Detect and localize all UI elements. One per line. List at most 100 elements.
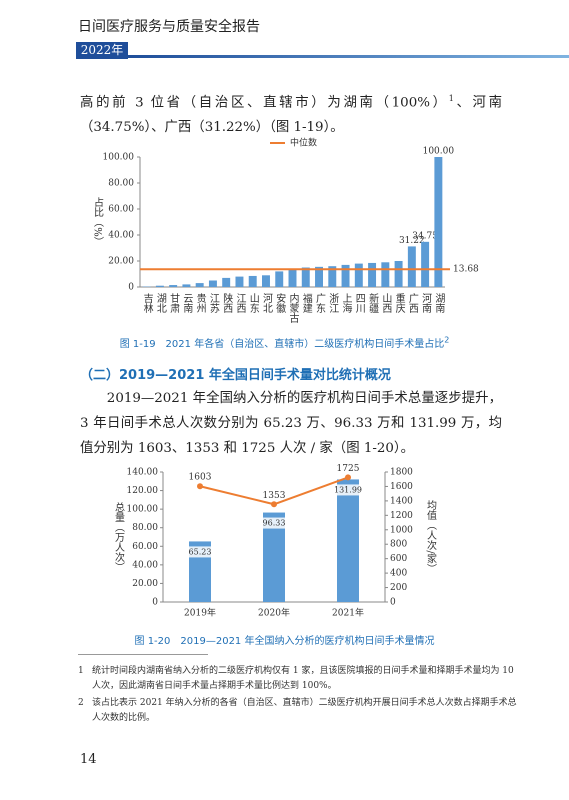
bar xyxy=(262,275,270,287)
bar xyxy=(208,280,217,287)
x-tick-label: 2020年 xyxy=(258,607,290,619)
bar xyxy=(337,479,359,602)
y2-axis-label: 均值（人次/家） xyxy=(425,500,437,574)
bar xyxy=(341,264,350,287)
x-tick-label: 2021年 xyxy=(332,607,364,619)
y-tick-label: 120.00 xyxy=(127,486,159,496)
value-label: 34.75 xyxy=(412,231,438,241)
x-tick-label: 江西 xyxy=(234,293,246,313)
value-label: 31.22 xyxy=(399,236,425,246)
header-year: 2022年 xyxy=(76,42,128,59)
y2-tick-label: 1400 xyxy=(390,496,413,506)
x-tick-label: 湖北 xyxy=(154,293,166,313)
x-tick-label: 山东 xyxy=(247,293,259,313)
y2-tick-label: 0 xyxy=(390,598,396,608)
x-tick-label: 湖南 xyxy=(433,293,445,313)
x-tick-label: 陕西 xyxy=(221,292,233,313)
footnote-rule xyxy=(78,654,208,655)
bar xyxy=(248,275,257,287)
footnote-number: 1 xyxy=(78,666,84,676)
bar xyxy=(381,262,390,287)
value-label: 96.33 xyxy=(263,519,286,528)
y-tick-label: 0 xyxy=(152,598,158,608)
bar xyxy=(182,284,191,287)
figure-caption: 图 1-19 2021 年各省（自治区、直辖市）二级医疗机构日间手术量占比2 xyxy=(0,335,569,350)
x-tick-label: 2019年 xyxy=(184,607,216,619)
x-tick-label: 重庆 xyxy=(393,292,405,314)
figure-caption: 图 1-20 2019—2021 年全国纳入分析的医疗机构日间手术量情况 xyxy=(134,636,435,647)
bar xyxy=(222,277,231,287)
bar xyxy=(155,285,164,287)
y-tick-label: 40.00 xyxy=(108,231,134,241)
x-tick-label: 四川 xyxy=(353,293,365,313)
y2-tick-label: 400 xyxy=(390,569,407,579)
chart: 0 20.00 40.00 60.00 80.00 100.00 占比（%） 吉林 湖北 甘肃 云南… xyxy=(92,137,480,324)
text: 、河南（34.75%）、广西（31.22%）（图 1-19）。 xyxy=(80,95,502,136)
y-tick-label: 100.00 xyxy=(103,153,135,163)
y-tick-label: 60.00 xyxy=(132,542,158,552)
x-tick-label: 河南 xyxy=(420,293,432,313)
bar xyxy=(288,268,297,287)
footnote: 1 统计时间段内湖南省纳入分析的二级医疗机构仅有 1 家，且该医院填报的日间手术量… xyxy=(78,664,522,694)
bar xyxy=(195,283,204,287)
value-label: 1353 xyxy=(263,491,286,501)
value-label: 1603 xyxy=(189,473,212,483)
value-label: 100.00 xyxy=(423,147,455,157)
x-tick-label: 广西 xyxy=(406,293,418,313)
y2-tick-label: 1000 xyxy=(390,525,413,535)
y-tick-label: 100.00 xyxy=(127,505,159,515)
y2-tick-label: 200 xyxy=(390,583,407,593)
x-tick-label: 新疆 xyxy=(367,292,379,314)
bar xyxy=(354,263,363,287)
line-point xyxy=(345,474,351,481)
y-tick-label: 80.00 xyxy=(132,523,158,533)
x-tick-label: 山西 xyxy=(380,293,392,313)
y-axis-label: 总量（万人次） xyxy=(113,501,125,572)
legend-label: 中位数 xyxy=(290,137,317,149)
line-point xyxy=(197,483,203,490)
value-label: 131.99 xyxy=(334,485,362,494)
text: 图 1-19 2021 年各省（自治区、直辖市）二级医疗机构日间手术量占比 xyxy=(119,339,445,350)
x-tick-label: 上海 xyxy=(340,293,352,314)
y-axis-label: 占比（%） xyxy=(92,196,104,247)
value-label: 65.23 xyxy=(189,547,212,556)
x-tick-label: 内蒙古 xyxy=(287,292,299,324)
value-label-bg xyxy=(335,484,361,496)
bar xyxy=(328,266,337,287)
x-tick-label: 河北 xyxy=(260,293,272,313)
header-title: 日间医疗服务与质量安全报告 xyxy=(78,19,260,35)
x-tick-label: 甘肃 xyxy=(168,292,180,314)
bar xyxy=(434,157,443,287)
x-tick-label: 安徽 xyxy=(274,292,286,314)
y2-tick-label: 1200 xyxy=(390,511,413,521)
y2-tick-label: 1600 xyxy=(390,482,413,492)
median-label: 13.68 xyxy=(453,265,479,275)
x-tick-label: 贵州 xyxy=(194,292,206,313)
chart: 0 20.00 40.00 60.00 80.00 100.00 120.00 140.00 0… xyxy=(113,464,437,619)
bar xyxy=(275,271,284,287)
line-point xyxy=(271,501,277,508)
footnote-number: 2 xyxy=(78,698,84,708)
y-tick-label: 40.00 xyxy=(132,560,158,570)
bar xyxy=(169,285,178,287)
bar xyxy=(263,512,285,602)
bar xyxy=(235,276,244,287)
y-tick-label: 80.00 xyxy=(108,179,134,189)
footnote-text: 统计时间段内湖南省纳入分析的二级医疗机构仅有 1 家，且该医院填报的日间手术量和… xyxy=(92,666,514,691)
footnote-text: 该占比表示 2021 年纳入分析的各省（自治区、直辖市）二级医疗机构开展日间手术… xyxy=(92,698,517,723)
x-tick-label: 云南 xyxy=(181,293,193,313)
x-tick-label: 江苏 xyxy=(207,293,219,314)
x-tick-label: 福建 xyxy=(300,292,312,313)
page-number: 14 xyxy=(80,752,97,767)
bar xyxy=(407,246,416,287)
bar xyxy=(394,261,403,287)
y-tick-label: 60.00 xyxy=(108,205,134,215)
footnote: 2 该占比表示 2021 年纳入分析的各省（自治区、直辖市）二级医疗机构开展日间手… xyxy=(78,696,522,726)
bar xyxy=(421,241,430,287)
value-label-bg xyxy=(187,546,213,558)
section-title: （二）2019—2021 年全国日间手术量对比统计概况 xyxy=(80,368,391,383)
x-tick-label: 广东 xyxy=(314,293,326,313)
paragraph: 2019—2021 年全国纳入分析的医疗机构日间手术总量逐步提升，3 年日间手术… xyxy=(80,391,502,456)
text: 高的前 3 位省（自治区、直辖市）为湖南（100%） xyxy=(80,95,449,111)
